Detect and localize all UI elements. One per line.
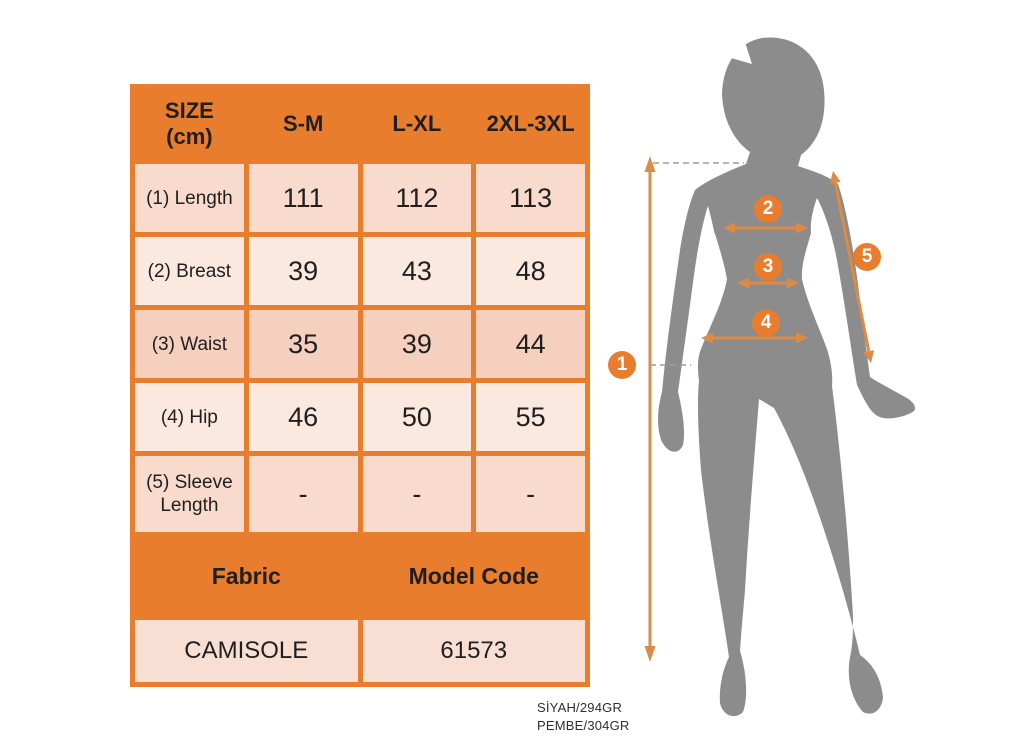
header-col-lxl: L-XL — [362, 89, 472, 159]
marker-1-badge: 1 — [608, 351, 636, 379]
row-label-length: (1) Length — [135, 164, 244, 232]
fabric-weight-notes: SİYAH/294GR PEMBE/304GR — [537, 699, 630, 735]
header-size-cell: SIZE (cm) — [135, 89, 244, 159]
breast-2xl3xl: 48 — [476, 237, 585, 305]
breast-arrow-head-right — [796, 222, 808, 234]
waist-arrow-head-right — [787, 277, 799, 289]
length-arrow-head-bottom — [644, 646, 656, 662]
model-code-header: Model Code — [362, 537, 585, 615]
hip-2xl3xl: 55 — [476, 383, 585, 451]
row-label-breast: (2) Breast — [135, 237, 244, 305]
marker-3-badge: 3 — [754, 253, 782, 281]
table-row-hip: (4) Hip 46 50 55 — [135, 383, 585, 451]
table-row-waist: (3) Waist 35 39 44 — [135, 310, 585, 378]
hair-parting-notch — [731, 39, 752, 64]
header-size-line1: SIZE — [164, 98, 214, 123]
note-black-weight: SİYAH/294GR — [537, 700, 623, 715]
header-size-line2: (cm) — [166, 124, 213, 149]
row-label-sleeve-length: (5) Sleeve Length — [135, 456, 244, 532]
waist-2xl3xl: 44 — [476, 310, 585, 378]
table-row-breast: (2) Breast 39 43 48 — [135, 237, 585, 305]
table-footer-header-row: Fabric Model Code — [135, 537, 585, 615]
marker-5-badge: 5 — [853, 243, 881, 271]
length-2xl3xl: 113 — [476, 164, 585, 232]
length-arrow-head-top — [644, 156, 656, 172]
sleeve-arrow-head-top — [829, 171, 841, 184]
sleeve-sm: - — [248, 456, 358, 532]
breast-lxl: 43 — [362, 237, 472, 305]
hip-sm: 46 — [248, 383, 358, 451]
table-row-sleeve-length: (5) Sleeve Length - - - — [135, 456, 585, 532]
size-chart-table: SIZE (cm) S-M L-XL 2XL-3XL (1) Length 11… — [130, 84, 590, 687]
marker-4-badge: 4 — [752, 309, 780, 337]
hip-arrow-head-left — [701, 332, 713, 344]
hip-arrow-head-right — [796, 332, 808, 344]
body-silhouette — [658, 37, 915, 717]
row-label-waist: (3) Waist — [135, 310, 244, 378]
fabric-header: Fabric — [135, 537, 358, 615]
length-lxl: 112 — [362, 164, 472, 232]
waist-arrow-head-left — [737, 277, 749, 289]
fabric-value: CAMISOLE — [135, 620, 358, 682]
sleeve-lxl: - — [362, 456, 472, 532]
model-code-value: 61573 — [362, 620, 585, 682]
sleeve-arrow — [833, 182, 871, 352]
waist-sm: 35 — [248, 310, 358, 378]
table-row-length: (1) Length 111 112 113 — [135, 164, 585, 232]
row-label-hip: (4) Hip — [135, 383, 244, 451]
sleeve-arrow-head-bottom — [863, 350, 875, 363]
breast-arrow-head-left — [723, 222, 735, 234]
table-header-row: SIZE (cm) S-M L-XL 2XL-3XL — [135, 89, 585, 159]
note-pink-weight: PEMBE/304GR — [537, 718, 630, 733]
hip-lxl: 50 — [362, 383, 472, 451]
table-footer-values-row: CAMISOLE 61573 — [135, 620, 585, 682]
sleeve-2xl3xl: - — [476, 456, 585, 532]
waist-lxl: 39 — [362, 310, 472, 378]
header-col-2xl3xl: 2XL-3XL — [476, 89, 585, 159]
header-col-sm: S-M — [248, 89, 358, 159]
length-sm: 111 — [248, 164, 358, 232]
marker-2-badge: 2 — [754, 195, 782, 223]
breast-sm: 39 — [248, 237, 358, 305]
